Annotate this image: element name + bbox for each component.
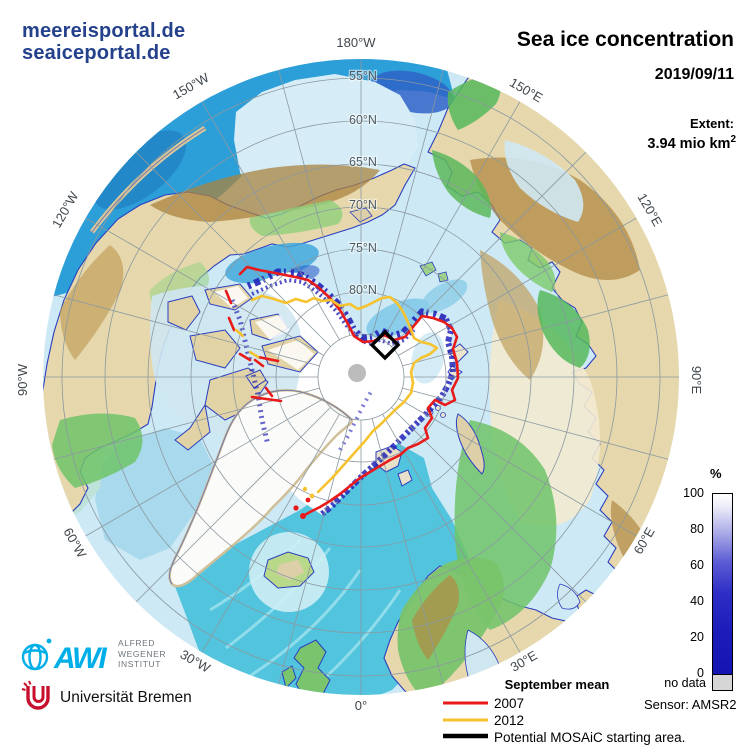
contour-2012: [234, 294, 439, 499]
kamchatka-green: [447, 72, 501, 130]
scandinavia-green: [397, 557, 504, 695]
awi-institute-line1: ALFRED: [118, 638, 156, 648]
meereisportal-link[interactable]: meereisportal.de: [22, 20, 186, 42]
white-sea: [557, 583, 581, 610]
east-siberia-coast-green: [500, 232, 556, 292]
svg-text:150°W: 150°W: [170, 69, 212, 102]
colorbar-tick-60: 60: [690, 558, 704, 572]
mosaic-starting-area: [369, 329, 401, 361]
ice-edge-speckles: [229, 268, 457, 517]
svg-text:80°N: 80°N: [349, 283, 377, 297]
date-label: 2019/09/11: [654, 66, 734, 83]
extent-label: Extent:: [689, 116, 734, 131]
awi-institute-name: ALFRED WEGENER INSTITUT: [118, 638, 166, 670]
greenland-coast-fringe: [169, 389, 353, 585]
svg-text:75°N: 75°N: [349, 241, 377, 255]
chukotka-coast-green: [432, 150, 492, 218]
colorbar-no-data-label: no data: [664, 676, 706, 690]
extent-value-base: 3.94 mio km: [647, 135, 731, 152]
extent-value: 3.94 mio km2: [647, 134, 736, 152]
verkhoyansk-mountains: [480, 250, 544, 380]
map-layers: 55°N 60°N 65°N 70°N 75°N 80°N: [43, 59, 679, 695]
awi-logo: AWI: [21, 638, 109, 675]
taymyr-green: [537, 290, 590, 368]
ice-bite-kara: [411, 332, 445, 384]
eastsiberian-melt-water: [420, 279, 468, 313]
colorbar-tick-20: 20: [690, 630, 704, 644]
svg-text:0°: 0°: [355, 698, 367, 713]
colorbar-no-data-swatch: [712, 674, 733, 691]
awi-globe-dot: [46, 638, 52, 644]
okhotsk-sea: [504, 140, 584, 222]
legend-label-mosaic: Potential MOSAiC starting area.: [494, 730, 686, 745]
svg-text:55°N: 55°N: [349, 69, 377, 83]
graticule: [43, 59, 679, 695]
awi-institute-line3: INSTITUT: [118, 659, 162, 670]
awi-globe-icon: [21, 643, 49, 671]
scandes-mountains: [412, 575, 459, 660]
gulf-of-alaska-deep: [93, 130, 187, 210]
alaska-green: [249, 200, 343, 236]
seaiceportal-link[interactable]: seaiceportal.de: [22, 42, 171, 65]
svg-text:70°N: 70°N: [349, 198, 377, 212]
chukotka-mountains: [470, 157, 640, 280]
svg-text:90°E: 90°E: [689, 366, 704, 395]
extent-value-sup: 2: [730, 134, 736, 145]
aleutian-arc-outline: [91, 127, 206, 233]
legend-label-2012: 2012: [494, 713, 525, 728]
british-isles: [281, 639, 331, 695]
colorbar-gradient: [712, 493, 733, 675]
beaufort-open-water: [225, 242, 319, 284]
hudson-lowland-green: [52, 413, 143, 488]
svg-text:90°W: 90°W: [15, 363, 30, 396]
awi-institute-line2: WEGENER: [118, 648, 167, 659]
page-title: Sea ice concentration: [516, 28, 734, 51]
svg-text:60°N: 60°N: [349, 113, 377, 127]
uni-bremen-logo-icon: [21, 680, 50, 710]
alaska-brooks-range: [150, 164, 380, 222]
colorbar-tick-40: 40: [690, 594, 704, 608]
legend-title: September mean: [504, 677, 610, 692]
colorbar-tick-80: 80: [690, 522, 704, 536]
colorbar-tick-0: 0: [697, 666, 704, 680]
svg-text:120°W: 120°W: [49, 188, 82, 230]
legend-swatches: [443, 701, 488, 739]
latitude-labels: 55°N 60°N 65°N 70°N 75°N 80°N: [348, 68, 378, 298]
sensor-label: Sensor: AMSR2: [644, 697, 737, 712]
awi-acronym: AWI: [53, 642, 107, 675]
yukon-mountains: [60, 245, 124, 360]
branding-links: meereisportal.de seaiceportal.de: [22, 20, 185, 65]
uni-bremen-label: Universität Bremen: [60, 689, 192, 706]
colorbar-unit-label: %: [710, 466, 722, 481]
pole-hole: [348, 364, 366, 382]
svg-text:180°W: 180°W: [336, 35, 376, 50]
laptev-melt-water: [366, 298, 430, 338]
colorbar-tick-100: 100: [683, 486, 704, 500]
svg-text:65°N: 65°N: [349, 155, 377, 169]
legend-label-2007: 2007: [494, 696, 525, 711]
